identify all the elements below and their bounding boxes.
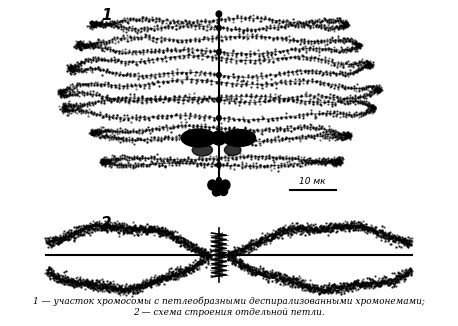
Ellipse shape — [224, 144, 241, 156]
Circle shape — [214, 182, 224, 192]
Circle shape — [216, 11, 222, 17]
Text: 2: 2 — [101, 216, 112, 231]
Text: 1: 1 — [101, 8, 112, 23]
Circle shape — [217, 50, 221, 54]
Circle shape — [221, 180, 230, 190]
Circle shape — [217, 162, 221, 168]
Ellipse shape — [223, 129, 256, 146]
Circle shape — [208, 180, 217, 190]
Text: 1 — участок хромосомы с петлеобразными деспирализованными хромонемами;: 1 — участок хромосомы с петлеобразными д… — [33, 296, 425, 305]
Ellipse shape — [181, 129, 216, 147]
Ellipse shape — [192, 144, 213, 156]
Circle shape — [217, 177, 221, 183]
Circle shape — [219, 186, 228, 196]
Circle shape — [217, 72, 221, 78]
Circle shape — [217, 25, 221, 31]
Circle shape — [213, 188, 220, 196]
Circle shape — [217, 115, 221, 121]
Circle shape — [217, 138, 221, 142]
Text: 10 мк: 10 мк — [300, 177, 326, 186]
Circle shape — [217, 97, 221, 102]
Ellipse shape — [212, 131, 226, 145]
Text: 2 — схема строения отдельной петли.: 2 — схема строения отдельной петли. — [133, 308, 325, 317]
